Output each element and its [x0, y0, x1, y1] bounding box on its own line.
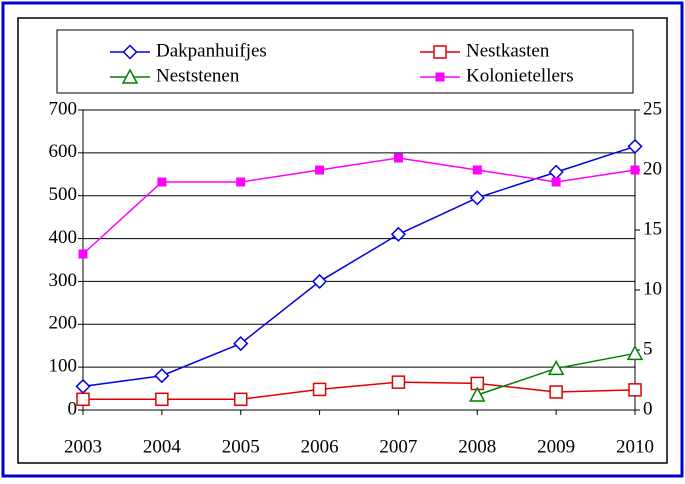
- y-tick-label: 300: [49, 270, 78, 291]
- legend-label: Kolonietellers: [466, 65, 574, 86]
- y2-tick-label: 5: [643, 338, 653, 359]
- series-line: [82, 157, 636, 255]
- y-tick-label: 0: [68, 398, 78, 419]
- marker: [390, 226, 406, 242]
- marker: [233, 392, 248, 407]
- chart-frame: [17, 17, 668, 464]
- series-line: [82, 145, 636, 388]
- marker: [157, 177, 167, 187]
- marker: [628, 383, 642, 397]
- marker: [233, 336, 249, 352]
- marker: [154, 368, 170, 384]
- legend-label: Neststenen: [156, 65, 240, 86]
- legend-box: [56, 29, 634, 94]
- x-tick-label: 2007: [379, 436, 417, 457]
- marker: [630, 165, 640, 175]
- series-line: [83, 381, 636, 401]
- x-tick-label: 2010: [616, 436, 654, 457]
- y-tick-label: 600: [49, 141, 78, 162]
- x-tick-label: 2009: [537, 436, 575, 457]
- marker: [469, 190, 485, 206]
- marker: [393, 153, 403, 163]
- marker: [549, 385, 563, 399]
- marker: [472, 165, 482, 175]
- marker: [433, 45, 447, 59]
- marker: [391, 375, 406, 389]
- marker: [78, 249, 88, 259]
- marker: [469, 386, 486, 402]
- y2-tick-label: 0: [643, 398, 653, 419]
- legend-label: Dakpanhuifjes: [156, 40, 267, 61]
- y-tick-label: 100: [49, 356, 78, 377]
- y-tick-label: 200: [49, 313, 78, 334]
- y2-tick-label: 25: [643, 98, 662, 119]
- marker: [122, 44, 138, 60]
- legend-label: Nestkasten: [466, 40, 550, 61]
- x-tick-label: 2004: [143, 436, 182, 457]
- marker: [548, 164, 564, 180]
- y-tick-label: 700: [49, 98, 78, 119]
- marker: [236, 177, 246, 187]
- y2-tick-label: 15: [643, 218, 662, 239]
- y2-tick-label: 20: [643, 158, 662, 179]
- x-tick-label: 2003: [64, 436, 102, 457]
- x-tick-label: 2005: [222, 436, 260, 457]
- x-tick-label: 2008: [458, 436, 496, 457]
- marker: [76, 392, 90, 407]
- y2-tick-label: 10: [643, 278, 662, 299]
- y-tick-label: 400: [49, 227, 78, 248]
- marker: [315, 165, 325, 175]
- marker: [551, 177, 561, 187]
- y-tick-label: 500: [49, 184, 78, 205]
- marker: [121, 68, 139, 84]
- marker: [626, 344, 644, 361]
- marker: [75, 378, 91, 394]
- marker: [547, 359, 565, 376]
- marker: [627, 138, 643, 154]
- marker: [155, 392, 169, 407]
- x-tick-label: 2006: [301, 436, 339, 457]
- marker: [435, 72, 445, 82]
- marker: [312, 382, 327, 397]
- marker: [312, 273, 328, 289]
